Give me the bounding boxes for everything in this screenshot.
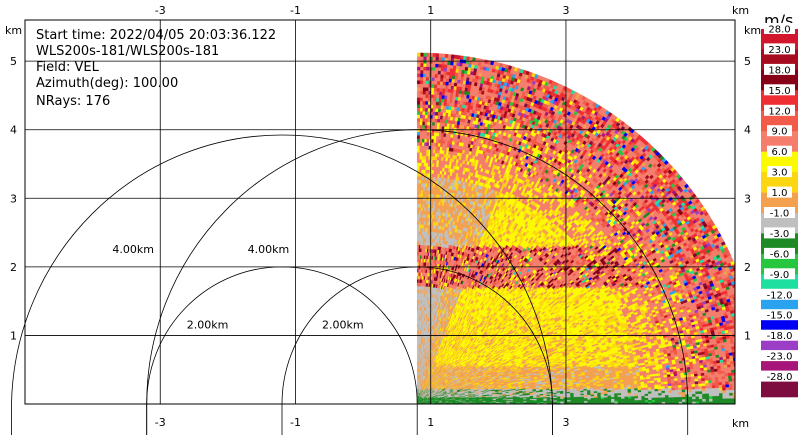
velocity-cell <box>417 348 418 351</box>
velocity-cell <box>417 310 418 313</box>
velocity-cell <box>417 324 418 327</box>
velocity-cell <box>417 327 418 330</box>
velocity-cell <box>417 351 418 354</box>
velocity-cell <box>417 344 418 348</box>
velocity-cell <box>417 320 418 324</box>
velocity-cell <box>417 307 418 311</box>
velocity-cell <box>417 317 418 320</box>
velocity-cell <box>417 341 418 344</box>
velocity-cell <box>417 314 418 317</box>
velocity-cell <box>417 331 418 335</box>
velocity-cell <box>417 338 418 341</box>
